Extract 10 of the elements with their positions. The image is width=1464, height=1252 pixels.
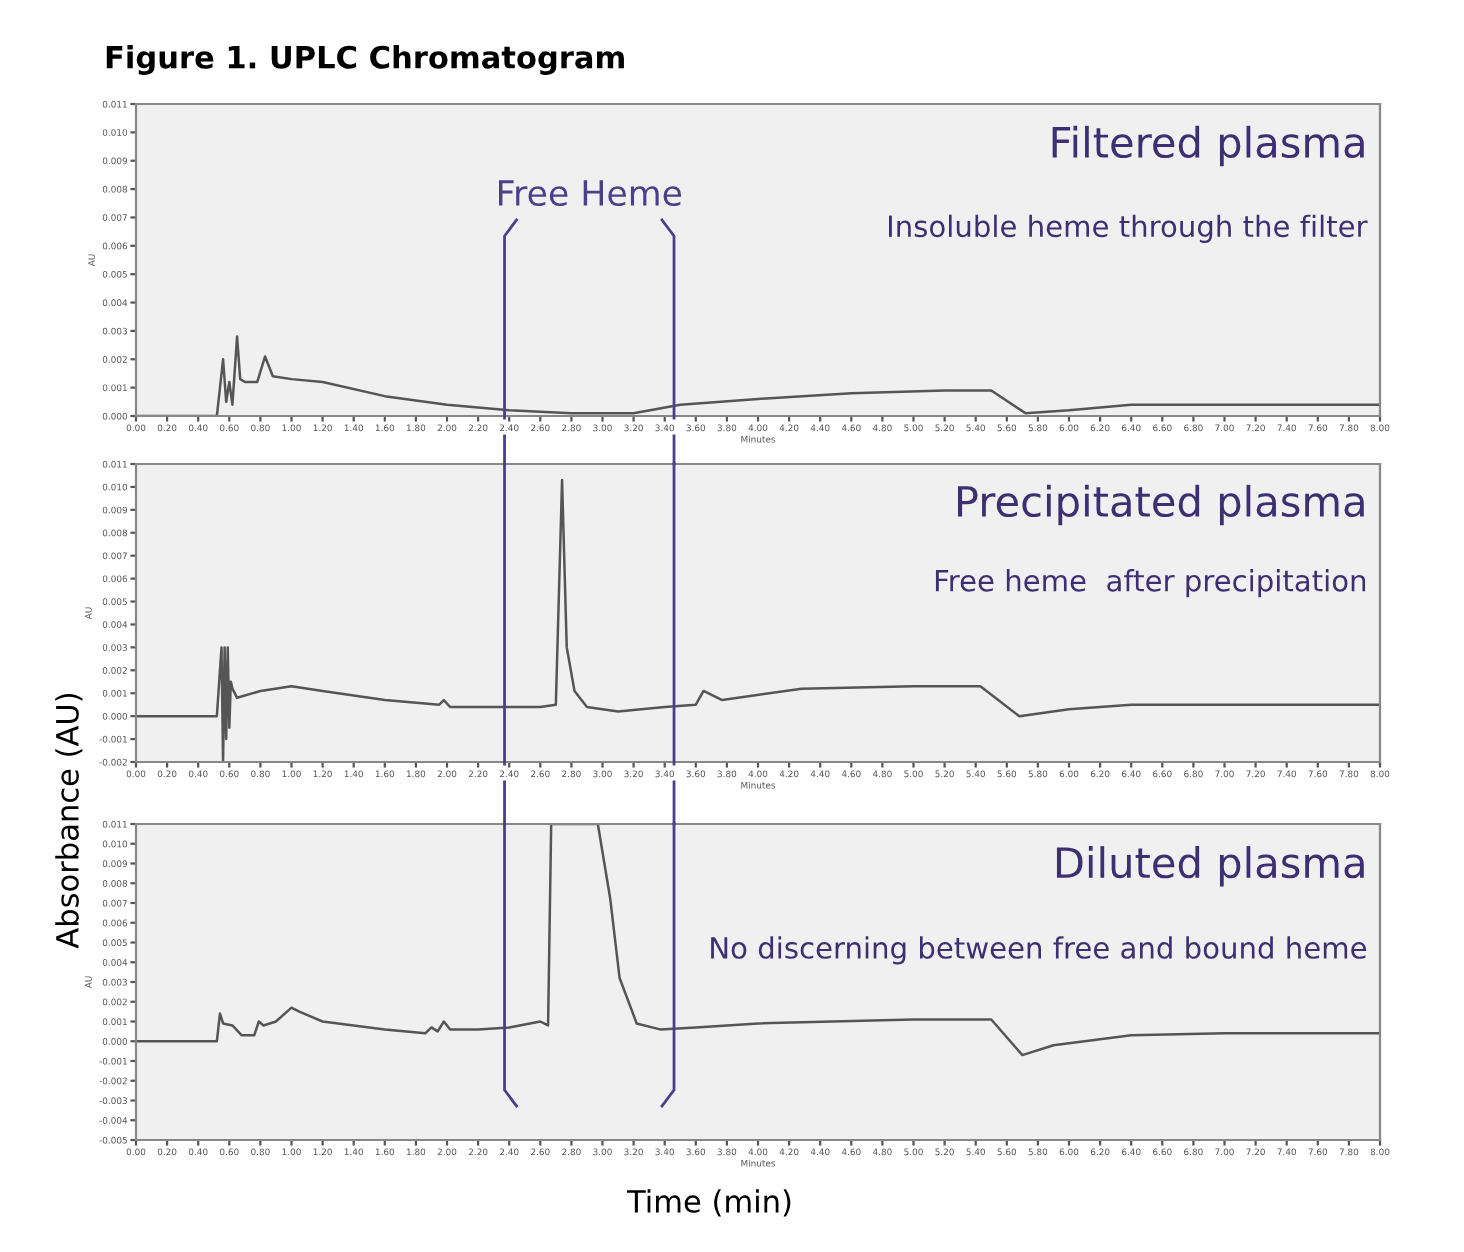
ref-line-label: Free Heme (499, 180, 682, 207)
chart-title: Figure 1. UPLC Chromatogram (106, 45, 624, 75)
text: Absorbance (AU) (55, 693, 83, 949)
annotation: Free heme after precipitation (935, 569, 1366, 598)
text: Diluted plasma (1056, 846, 1364, 887)
chart-subtitle: Precipitated plasma (957, 484, 1364, 526)
annotation: No discerning between free and bound heme (711, 936, 1366, 965)
annotation: Insoluble heme through the filter (888, 214, 1368, 243)
text: Filtered plasma (1052, 125, 1364, 167)
text: Time (min) (626, 1189, 791, 1217)
